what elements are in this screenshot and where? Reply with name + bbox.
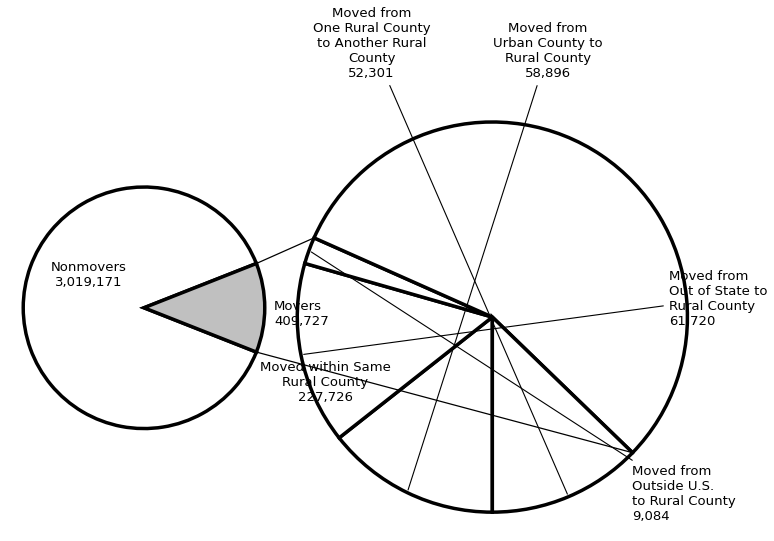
Text: Movers
409,727: Movers 409,727 (274, 300, 329, 328)
Wedge shape (339, 317, 492, 512)
Text: Moved from
Urban County to
Rural County
58,896: Moved from Urban County to Rural County … (408, 22, 603, 490)
Text: Moved within Same
Rural County
227,726: Moved within Same Rural County 227,726 (260, 361, 391, 404)
Wedge shape (492, 317, 632, 512)
Wedge shape (144, 263, 265, 352)
Wedge shape (297, 263, 492, 438)
Wedge shape (23, 187, 256, 428)
Wedge shape (305, 238, 492, 317)
Text: Moved from
Outside U.S.
to Rural County
9,084: Moved from Outside U.S. to Rural County … (311, 252, 735, 523)
Wedge shape (314, 122, 687, 453)
Text: Moved from
Out of State to
Rural County
61,720: Moved from Out of State to Rural County … (303, 269, 767, 354)
Text: Moved from
One Rural County
to Another Rural
County
52,301: Moved from One Rural County to Another R… (313, 7, 567, 494)
Text: Nonmovers
3,019,171: Nonmovers 3,019,171 (50, 261, 126, 289)
